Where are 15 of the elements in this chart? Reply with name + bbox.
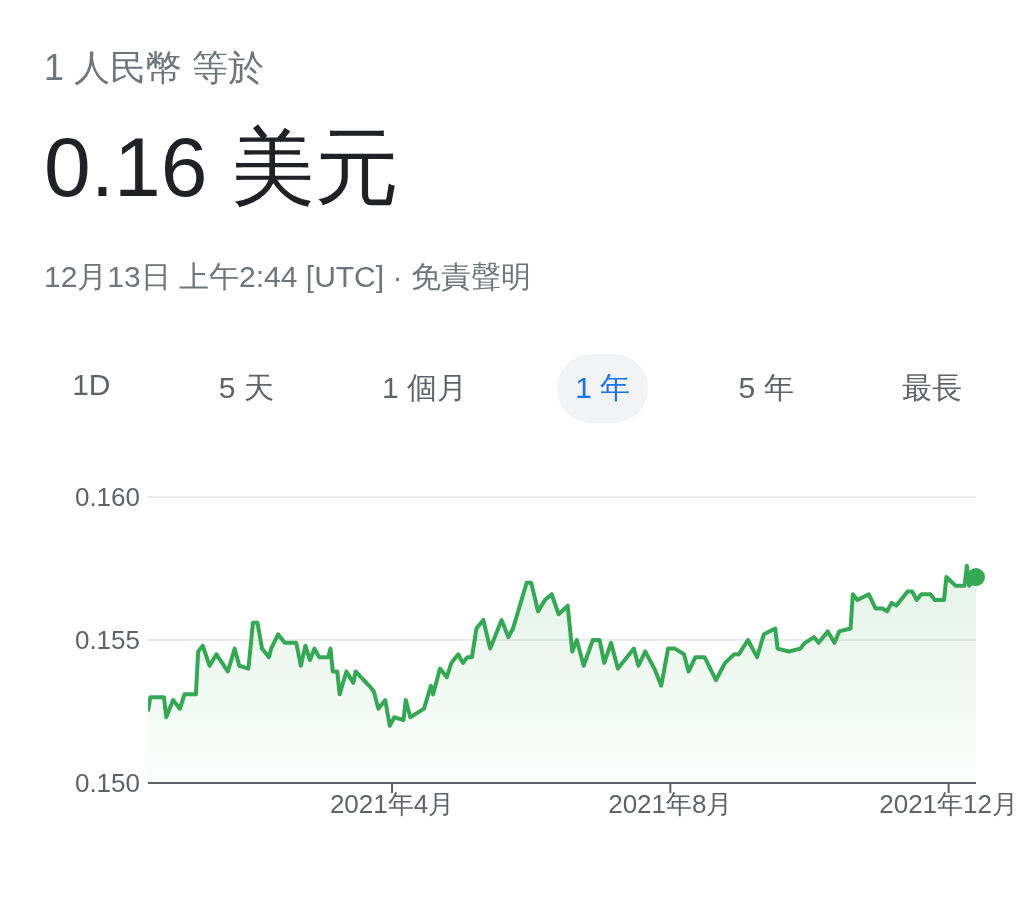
text: 1 年: [557, 354, 649, 423]
text: 5 年: [737, 370, 795, 406]
x-tick-label: 2021年4月: [329, 789, 455, 820]
text: 5 天: [217, 370, 275, 406]
chart-subtitle: 1 人民幣 等於: [44, 46, 266, 90]
text: 12月13日 上午2:44 [UTC] · 免責聲明: [44, 259, 532, 295]
x-tick-label: 2021年8月: [608, 789, 733, 820]
x-tick-label: 2021年12月: [879, 789, 1019, 820]
y-tick-label: 0.155: [74, 625, 140, 656]
y-tick-label: 0.150: [74, 768, 140, 799]
text: 1 個月: [381, 370, 469, 406]
text: 最長: [900, 370, 963, 406]
y-tick-label: 0.160: [74, 482, 140, 513]
chart-title: 0.16 美元: [44, 119, 400, 216]
text: 1D: [71, 367, 112, 403]
